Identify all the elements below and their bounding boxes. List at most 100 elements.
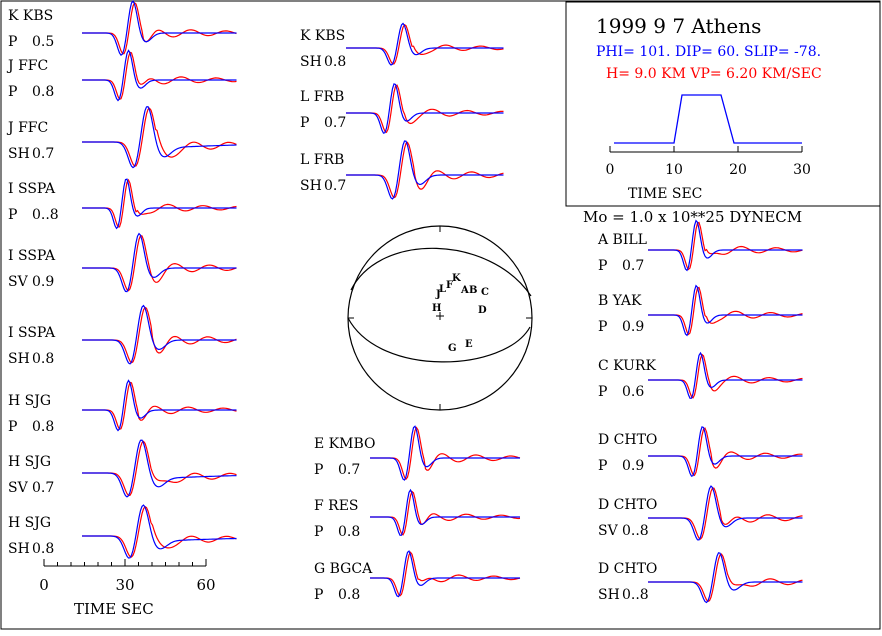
trace-tick-label: 30 — [115, 576, 134, 594]
observed-waveform — [346, 23, 504, 65]
synthetic-waveform — [648, 219, 803, 272]
synthetic-waveform — [346, 83, 504, 134]
amplitude-label: 0..8 — [622, 523, 649, 539]
observed-waveform — [346, 84, 504, 134]
station-name: J FFC — [6, 58, 48, 74]
observed-waveform — [648, 353, 803, 399]
station-name: D CHTO — [598, 561, 657, 577]
trace-panel: K KBS P 0.5 — [8, 0, 237, 56]
trace-tick-label: 60 — [196, 576, 215, 594]
component-label: P — [314, 587, 323, 603]
synthetic-waveform — [370, 488, 520, 536]
station-name: L FRB — [300, 89, 344, 105]
trace-tick-label: 0 — [39, 576, 49, 594]
station-name: A BILL — [597, 232, 647, 248]
synthetic-waveform — [82, 49, 237, 102]
observed-waveform — [82, 51, 237, 100]
moment-text: Mo = 1.0 x 10**25 DYNECM — [583, 208, 802, 226]
observed-waveform — [82, 306, 237, 364]
amplitude-label: 0.7 — [622, 258, 644, 274]
trace-panel: D CHTO P 0.9 — [598, 426, 803, 477]
station-name: E KMBO — [314, 436, 376, 452]
trace-axis-label: TIME SEC — [74, 600, 154, 618]
amplitude-label: 0.8 — [338, 587, 360, 603]
trace-panel: H SJG SH 0.8 — [8, 504, 237, 559]
observed-waveform — [82, 178, 237, 228]
synthetic-waveform — [648, 552, 803, 604]
component-label: SV — [8, 274, 29, 290]
amplitude-label: 0.7 — [32, 480, 54, 496]
observed-waveform — [370, 426, 521, 481]
observed-waveform — [82, 440, 237, 497]
station-label-c: C — [481, 287, 489, 298]
synthetic-waveform — [370, 550, 520, 598]
sphere-ticks — [348, 226, 532, 410]
component-label: P — [8, 34, 17, 50]
component-label: P — [314, 524, 323, 540]
trace-axis-ticks — [43, 559, 207, 566]
amplitude-label: 0.8 — [32, 351, 54, 367]
trace-panel: J FFC SH 0.7 — [6, 106, 237, 169]
trace-panel: D CHTO SH 0..8 — [598, 552, 803, 604]
synthetic-waveform — [82, 178, 237, 230]
stf-tick-label: 10 — [665, 162, 683, 178]
synthetic-waveform — [82, 106, 237, 169]
amplitude-label: 0.9 — [622, 319, 644, 335]
synthetic-waveform — [82, 232, 237, 293]
amplitude-label: 0.8 — [32, 419, 54, 435]
amplitude-label: 0..8 — [622, 587, 649, 603]
trace-panel: L FRB P 0.7 — [300, 83, 504, 134]
amplitude-label: 0.8 — [324, 54, 346, 70]
synthetic-waveform — [82, 439, 237, 498]
amplitude-label: 0.8 — [32, 84, 54, 100]
station-name: I SSPA — [8, 181, 56, 197]
trace-panel: G BGCA P 0.8 — [314, 550, 521, 603]
synthetic-waveform — [346, 140, 504, 200]
station-label-f: F — [446, 280, 453, 291]
station-name: L FRB — [300, 152, 344, 168]
station-label-d: D — [478, 305, 487, 316]
station-name: J FFC — [6, 120, 48, 136]
trace-panel: I SSPA P 0..8 — [8, 178, 237, 230]
component-label: P — [598, 258, 607, 274]
amplitude-label: 0.8 — [32, 541, 54, 557]
amplitude-label: 0..8 — [32, 207, 59, 223]
component-label: P — [598, 384, 607, 400]
amplitude-label: 0.7 — [338, 462, 360, 478]
component-label: P — [8, 84, 17, 100]
amplitude-label: 0.7 — [32, 146, 54, 162]
station-name: K KBS — [8, 8, 53, 24]
station-name: I SSPA — [8, 248, 56, 264]
stf-tick-label: 0 — [606, 162, 615, 178]
observed-waveform — [370, 551, 521, 597]
synthetic-waveform — [346, 22, 504, 66]
observed-waveform — [346, 141, 504, 199]
amplitude-label: 0.9 — [32, 274, 54, 290]
observed-waveform — [82, 235, 237, 292]
station-name: F RES — [314, 498, 359, 514]
component-label: P — [598, 458, 607, 474]
station-name: K KBS — [300, 28, 345, 44]
station-label-g: G — [448, 343, 457, 354]
component-label: P — [314, 462, 323, 478]
station-label-h: H — [432, 303, 441, 314]
observed-waveform — [82, 107, 237, 167]
station-label-l: L — [439, 284, 446, 295]
trace-panel: I SSPA SV 0.9 — [8, 232, 237, 293]
observed-waveform — [82, 381, 237, 430]
nodal-plane-2 — [347, 317, 531, 363]
synthetic-waveform — [82, 304, 237, 365]
trace-panel: C KURK P 0.6 — [598, 351, 803, 400]
station-name: B YAK — [598, 293, 642, 309]
station-label-j: J — [435, 289, 441, 300]
component-label: P — [300, 115, 309, 131]
observed-waveform — [370, 490, 521, 536]
amplitude-label: 0.9 — [622, 458, 644, 474]
station-name: H SJG — [8, 454, 51, 470]
amplitude-label: 0.7 — [324, 115, 346, 131]
